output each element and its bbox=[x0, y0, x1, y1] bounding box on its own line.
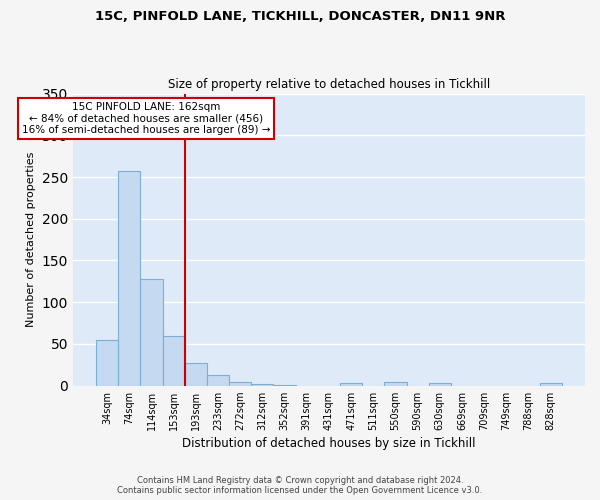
Bar bbox=[340, 383, 362, 386]
X-axis label: Distribution of detached houses by size in Tickhill: Distribution of detached houses by size … bbox=[182, 437, 476, 450]
Bar bbox=[140, 279, 163, 386]
Bar bbox=[163, 336, 185, 386]
Bar bbox=[118, 171, 140, 386]
Text: Contains HM Land Registry data © Crown copyright and database right 2024.
Contai: Contains HM Land Registry data © Crown c… bbox=[118, 476, 482, 495]
Bar bbox=[251, 384, 274, 386]
Y-axis label: Number of detached properties: Number of detached properties bbox=[26, 152, 36, 328]
Bar bbox=[428, 383, 451, 386]
Bar bbox=[229, 382, 251, 386]
Bar bbox=[185, 363, 207, 386]
Text: 15C, PINFOLD LANE, TICKHILL, DONCASTER, DN11 9NR: 15C, PINFOLD LANE, TICKHILL, DONCASTER, … bbox=[95, 10, 505, 23]
Text: 15C PINFOLD LANE: 162sqm
← 84% of detached houses are smaller (456)
16% of semi-: 15C PINFOLD LANE: 162sqm ← 84% of detach… bbox=[22, 102, 270, 135]
Title: Size of property relative to detached houses in Tickhill: Size of property relative to detached ho… bbox=[168, 78, 490, 91]
Bar bbox=[539, 383, 562, 386]
Bar bbox=[207, 375, 229, 386]
Bar bbox=[96, 340, 118, 386]
Bar bbox=[385, 382, 407, 386]
Bar bbox=[274, 385, 296, 386]
